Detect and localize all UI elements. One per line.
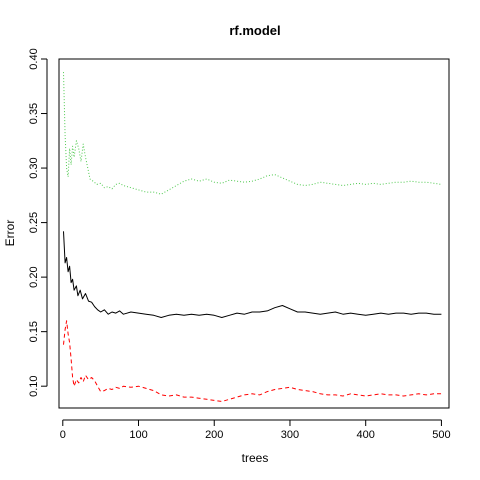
y-tick-label: 0.30 [28,157,40,178]
y-tick-label: 0.25 [28,212,40,233]
plot-frame [58,58,450,409]
x-tick-label: 100 [129,429,147,441]
y-axis: 0.10 0.15 0.20 0.25 0.30 0.35 0.40 [28,48,48,397]
series-line-2 [63,320,442,402]
y-tick-label: 0.20 [28,266,40,287]
x-tick-label: 200 [205,429,223,441]
series-line-3 [63,72,442,195]
x-axis: 0 100 200 300 400 500 [60,419,451,441]
x-tick-label: 300 [281,429,299,441]
y-tick-label: 0.35 [28,103,40,124]
y-tick-label: 0.10 [28,375,40,396]
y-tick-label: 0.40 [28,48,40,69]
x-tick-label: 400 [357,429,375,441]
x-tick-label: 0 [60,429,66,441]
x-axis-label: trees [242,451,269,465]
y-tick-label: 0.15 [28,321,40,342]
x-tick-label: 500 [432,429,450,441]
series-line-1 [63,231,442,318]
y-axis-label: Error [3,220,17,247]
series-layer [63,72,442,402]
chart-title: rf.model [229,23,280,38]
